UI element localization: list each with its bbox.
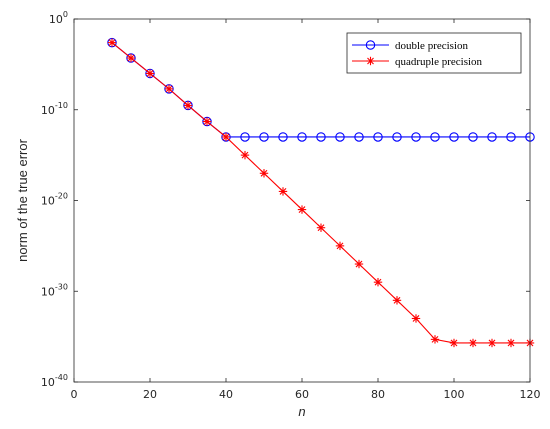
y-tick-label: 10-20 [41,192,68,208]
data-point [278,187,288,196]
data-point [259,132,269,142]
legend-box [346,32,522,74]
marker-stroke [108,39,116,47]
x-tick-label: 80 [371,388,385,401]
data-point [487,338,497,348]
series-2 [107,38,535,348]
marker-stroke [450,339,458,347]
data-point [297,205,307,214]
legend-marker [365,40,376,50]
marker-stroke [488,339,496,347]
marker-stroke [146,70,154,77]
legend-marker [366,56,375,66]
data-point [506,132,516,142]
data-point [354,259,364,269]
legend-label: double precision [395,40,469,52]
data-point [506,338,516,348]
y-tick-label: 100 [49,10,68,26]
x-tick-label: 40 [219,388,233,401]
marker-stroke [431,335,439,343]
marker-stroke [184,102,192,109]
marker-stroke [412,315,420,322]
x-tick-label: 120 [520,388,541,401]
data-point [430,132,440,142]
y-tick-label: 10-10 [41,101,68,117]
marker-stroke [127,54,135,62]
series-layer [107,37,535,348]
marker-stroke [241,151,249,159]
marker-stroke [260,169,268,177]
legend-item-1: double precision [352,40,469,52]
plot-area [74,19,530,382]
x-tick-label: 20 [143,388,157,401]
data-point [126,53,136,63]
marker-stroke [222,133,230,141]
data-point [221,132,231,142]
data-point [335,241,345,251]
x-axis-label: n [298,404,305,419]
data-point [411,132,421,142]
data-point [411,314,421,323]
y-tick-label: 10-40 [41,373,68,389]
data-point [373,132,383,142]
data-point [297,132,307,142]
legend: double precision quadruple precision [346,32,522,74]
data-point [487,132,497,142]
marker-stroke [367,57,374,65]
y-axis-label: norm of the true error [15,138,30,261]
marker-stroke [279,188,287,195]
legend-label: quadruple precision [395,56,483,68]
data-point [449,132,459,142]
ticks-layer: 0 20 40 60 80 100 120 100 10-10 10-20 10-30 10-40 [41,10,541,401]
data-point [373,277,383,287]
marker-stroke [355,260,363,268]
marker-stroke [165,85,173,93]
data-point [164,84,174,94]
data-point [468,338,478,348]
data-point [392,296,402,305]
data-point [278,132,288,142]
data-point [316,132,326,142]
data-point [202,117,212,126]
marker-stroke [393,296,401,304]
x-tick-label: 100 [444,388,465,401]
data-point [316,223,326,232]
data-point [449,338,459,348]
data-point [240,150,250,160]
data-point [183,101,193,110]
data-point [145,69,155,78]
marker-stroke [336,242,344,250]
marker-stroke [298,206,306,213]
marker-stroke [203,118,211,125]
marker-stroke [469,339,477,347]
data-point [335,132,345,142]
data-point [259,169,269,178]
data-point [392,132,402,142]
x-tick-label: 0 [71,388,78,401]
data-point [430,335,440,344]
marker-stroke [374,278,382,286]
y-tick-label: 10-30 [41,282,68,298]
data-point [240,132,250,142]
legend-item-2: quadruple precision [352,56,483,68]
marker-stroke [317,224,325,232]
x-tick-label: 60 [295,388,309,401]
data-point [468,132,478,142]
marker-stroke [507,339,515,347]
data-point [107,38,117,47]
data-point [354,132,364,142]
